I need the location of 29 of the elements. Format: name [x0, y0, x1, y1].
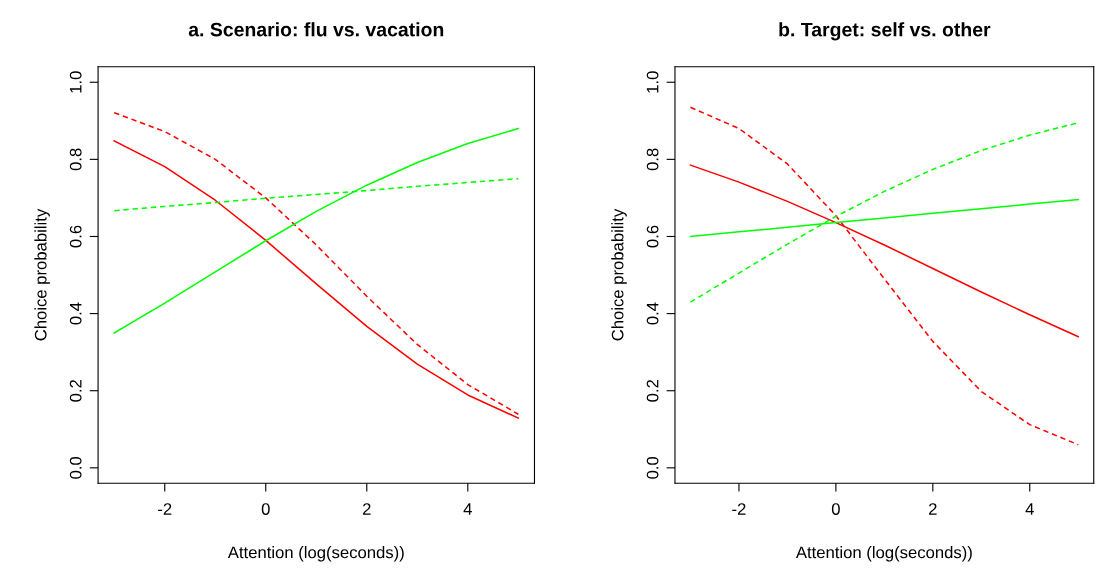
- line-series: [113, 127, 520, 334]
- x-tick-label: -2: [732, 503, 746, 515]
- y-axis-title: Choice probability: [34, 208, 50, 341]
- y-axis-title: Choice probability: [611, 208, 627, 341]
- x-tick-label: 4: [463, 503, 472, 515]
- x-tick-label: 4: [1025, 503, 1034, 515]
- chart-title: a. Scenario: flu vs. vacation: [188, 22, 444, 37]
- y-tick-label: 0.0: [69, 456, 82, 479]
- x-axis-title: Attention (log(seconds)): [227, 546, 404, 562]
- y-tick-label: 0.8: [646, 148, 659, 171]
- y-tick-label: 0.6: [646, 225, 659, 248]
- x-tick-label: 0: [261, 503, 270, 515]
- x-axis-title: Attention (log(seconds)): [795, 546, 972, 562]
- x-tick-label: -2: [158, 503, 172, 515]
- chart-title: b. Target: self vs. other: [779, 22, 991, 41]
- x-tick-label: 0: [831, 503, 840, 515]
- x-tick-label: 2: [929, 503, 937, 515]
- y-tick-label: 0.8: [69, 148, 82, 171]
- y-tick-label: 0.6: [69, 225, 82, 248]
- y-tick-label: 0.2: [646, 379, 659, 402]
- y-tick-label: 1.0: [69, 71, 82, 93]
- y-tick-label: 0.4: [646, 302, 659, 325]
- y-tick-label: 0.0: [646, 456, 659, 479]
- y-tick-label: 0.2: [69, 379, 82, 402]
- line-series: [689, 121, 1079, 303]
- x-tick-label: 2: [362, 503, 371, 515]
- line-series: [689, 106, 1079, 446]
- y-tick-label: 0.4: [69, 302, 82, 325]
- y-tick-label: 1.0: [646, 71, 659, 93]
